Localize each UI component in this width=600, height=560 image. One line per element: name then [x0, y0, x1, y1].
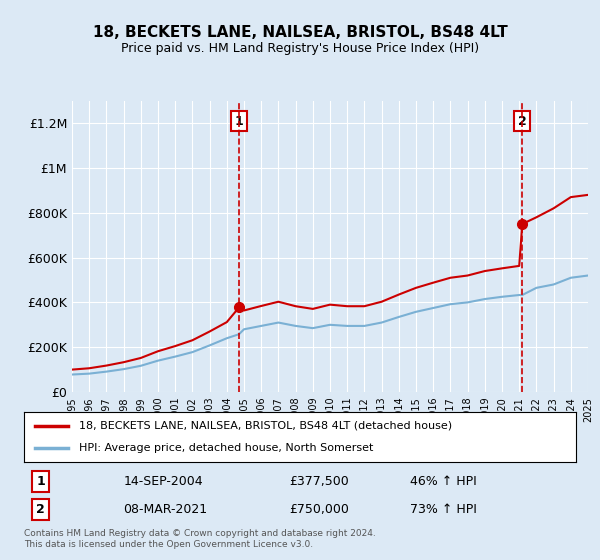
Text: 08-MAR-2021: 08-MAR-2021 [124, 503, 208, 516]
Text: 2: 2 [518, 115, 527, 128]
Text: This data is licensed under the Open Government Licence v3.0.: This data is licensed under the Open Gov… [24, 540, 313, 549]
Text: HPI: Average price, detached house, North Somerset: HPI: Average price, detached house, Nort… [79, 443, 374, 453]
Text: Contains HM Land Registry data © Crown copyright and database right 2024.: Contains HM Land Registry data © Crown c… [24, 529, 376, 538]
Text: 73% ↑ HPI: 73% ↑ HPI [410, 503, 477, 516]
Text: £750,000: £750,000 [289, 503, 349, 516]
Text: 14-SEP-2004: 14-SEP-2004 [124, 475, 203, 488]
Text: 18, BECKETS LANE, NAILSEA, BRISTOL, BS48 4LT: 18, BECKETS LANE, NAILSEA, BRISTOL, BS48… [92, 25, 508, 40]
Text: 18, BECKETS LANE, NAILSEA, BRISTOL, BS48 4LT (detached house): 18, BECKETS LANE, NAILSEA, BRISTOL, BS48… [79, 421, 452, 431]
Text: 1: 1 [235, 115, 244, 128]
Text: Price paid vs. HM Land Registry's House Price Index (HPI): Price paid vs. HM Land Registry's House … [121, 42, 479, 55]
Text: 2: 2 [36, 503, 45, 516]
Text: £377,500: £377,500 [289, 475, 349, 488]
Text: 46% ↑ HPI: 46% ↑ HPI [410, 475, 477, 488]
Text: 1: 1 [36, 475, 45, 488]
